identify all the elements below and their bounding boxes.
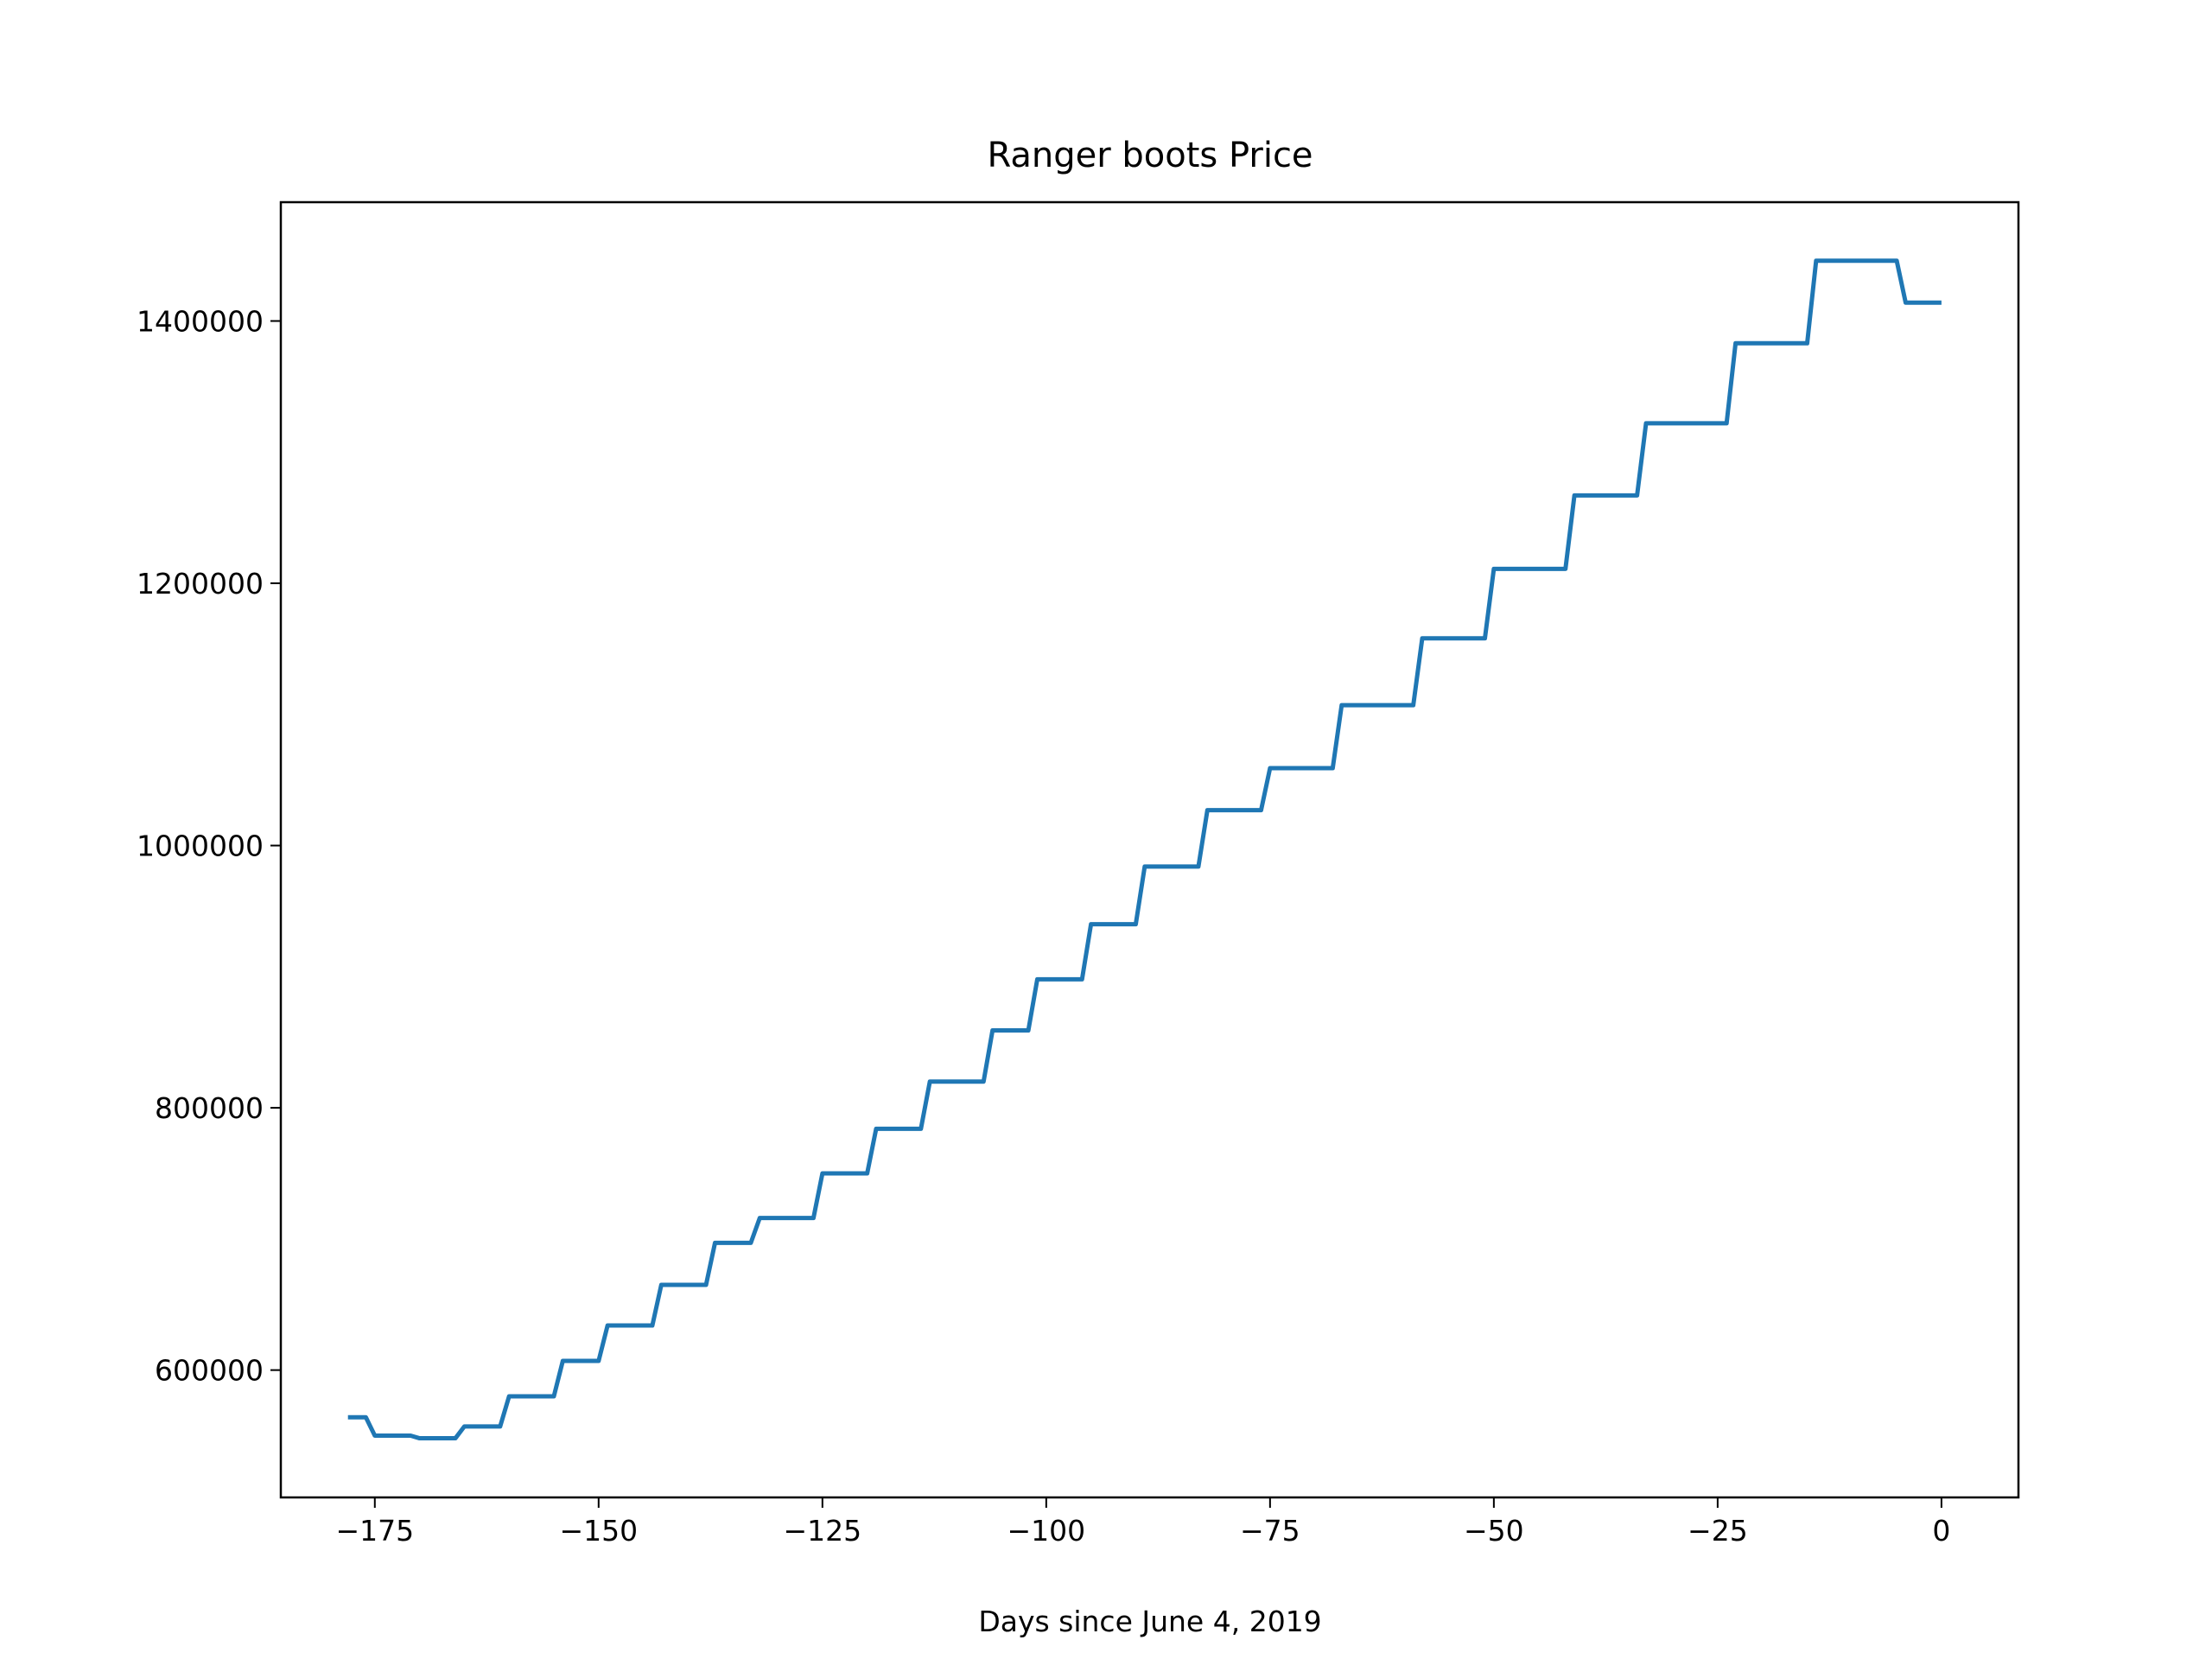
x-tick-label: −150	[559, 1514, 638, 1548]
x-tick-label: −25	[1688, 1514, 1748, 1548]
chart-title: Ranger boots Price	[987, 136, 1313, 175]
y-tick-label: 800000	[155, 1091, 264, 1125]
x-tick-label: −75	[1240, 1514, 1300, 1548]
x-tick-label: −125	[783, 1514, 861, 1548]
price-line	[347, 258, 1942, 1441]
x-tick-label: 0	[1932, 1514, 1950, 1548]
y-tick-label: 1400000	[137, 305, 264, 339]
axes-frame	[279, 200, 2020, 1499]
x-tick-label: −175	[335, 1514, 414, 1548]
y-tick-label: 1200000	[137, 567, 264, 601]
x-axis-label: Days since June 4, 2019	[978, 1605, 1321, 1638]
x-tick-label: −100	[1007, 1514, 1086, 1548]
y-tick-label: 600000	[155, 1354, 264, 1388]
x-tick-label: −50	[1464, 1514, 1524, 1548]
y-tick-label: 1000000	[137, 830, 264, 863]
